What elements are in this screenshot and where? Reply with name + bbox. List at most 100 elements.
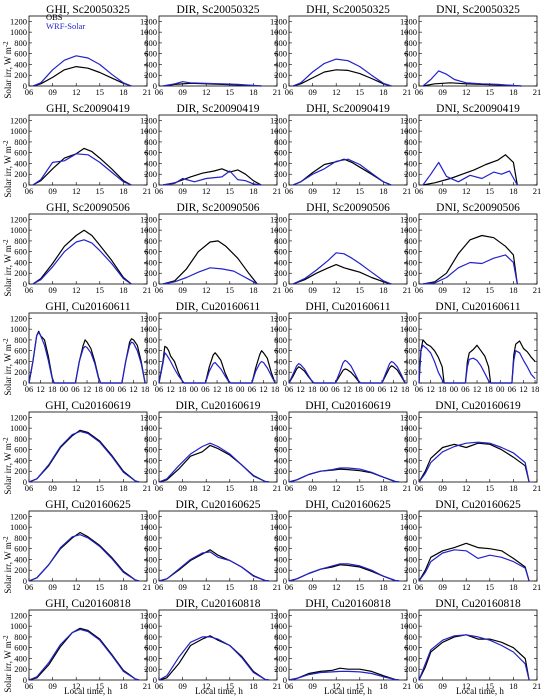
panel-frame	[418, 609, 538, 681]
series-line-wrf-solar	[288, 359, 406, 384]
y-axis-label-row-6: Solar irr, W m-2	[2, 536, 13, 594]
y-tick-label: 600	[404, 346, 417, 356]
y-tick-label: 1000	[400, 27, 417, 37]
x-tick-label: 21	[143, 483, 152, 493]
x-tick-label: 12	[72, 186, 81, 196]
y-tick-label: 0	[413, 378, 417, 388]
series-line-wrf-solar	[162, 81, 262, 87]
panel-frame	[158, 411, 278, 483]
x-tick-label: 09	[308, 87, 317, 97]
y-tick-label: 0	[283, 81, 287, 91]
y-tick-label: 1200	[140, 16, 157, 26]
y-tick-label: 600	[274, 49, 287, 59]
y-tick-label: 400	[14, 257, 27, 267]
y-tick-label: 400	[144, 356, 157, 366]
y-tick-label: 600	[144, 643, 157, 653]
y-tick-label: 1000	[140, 126, 157, 136]
y-tick-label: 1000	[10, 621, 27, 631]
y-tick-label: 1000	[270, 27, 287, 37]
panel-frame	[288, 609, 408, 681]
y-tick-label: 800	[144, 632, 157, 642]
y-tick-label: 800	[14, 533, 27, 543]
x-tick-label: 18	[119, 582, 128, 592]
x-tick-label: 12	[202, 582, 211, 592]
x-tick-label: 18	[119, 681, 128, 691]
y-tick-label: 1000	[400, 621, 417, 631]
series-line-obs	[28, 531, 140, 582]
x-tick-label: 06	[415, 681, 424, 691]
series-line-wrf-solar	[418, 441, 530, 483]
x-tick-label: 06	[155, 186, 164, 196]
y-tick-label: 600	[14, 445, 27, 455]
panel-title: DIR, Cu20160625	[176, 499, 261, 511]
legend-model: WRF-Solar	[46, 21, 85, 31]
y-tick-label: 1000	[10, 225, 27, 235]
y-tick-label: 0	[283, 576, 287, 586]
x-tick-label: 06	[285, 681, 294, 691]
y-tick-label: 800	[14, 38, 27, 48]
x-tick-label: 12	[72, 582, 81, 592]
y-axis-label-row-5: Solar irr, W m-2	[2, 437, 13, 495]
y-tick-label: 0	[153, 81, 157, 91]
x-tick-label: 06	[415, 285, 424, 295]
y-tick-label: 1200	[140, 115, 157, 125]
panel-title: DNI, Cu20160611	[435, 301, 520, 313]
y-tick-label: 0	[283, 675, 287, 685]
y-tick-label: 400	[274, 653, 287, 663]
y-tick-label: 200	[404, 466, 417, 476]
panel-frame	[28, 213, 148, 285]
series-line-wrf-solar	[32, 153, 132, 186]
series-line-obs	[418, 442, 530, 483]
x-tick-label: 12	[202, 87, 211, 97]
y-tick-label: 1200	[10, 610, 27, 620]
x-tick-label: 15	[226, 582, 235, 592]
y-tick-label: 800	[144, 236, 157, 246]
y-tick-label: 600	[144, 544, 157, 554]
y-tick-label: 1000	[10, 324, 27, 334]
x-tick-label: 09	[438, 186, 447, 196]
x-tick-label: 06	[155, 87, 164, 97]
x-tick-label: 15	[356, 186, 365, 196]
panel-title: DIR, Sc20050325	[176, 4, 259, 16]
x-tick-label: 09	[48, 681, 57, 691]
x-tick-label: 21	[403, 483, 412, 493]
x-tick-label: 12	[332, 483, 341, 493]
x-tick-label: 18	[379, 186, 388, 196]
y-tick-label: 0	[283, 180, 287, 190]
x-tick-label: 06	[118, 384, 127, 394]
x-tick-label: 21	[533, 285, 542, 295]
y-tick-label: 200	[14, 268, 27, 278]
y-tick-label: 200	[14, 466, 27, 476]
x-tick-label: 06	[415, 186, 424, 196]
x-tick-label: 18	[509, 582, 518, 592]
x-tick-label: 18	[401, 384, 410, 394]
y-tick-label: 1000	[10, 27, 27, 37]
y-tick-label: 1200	[140, 214, 157, 224]
x-tick-label: 06	[461, 384, 470, 394]
x-tick-label: 21	[273, 681, 282, 691]
x-tick-label: 06	[25, 483, 34, 493]
y-tick-label: 200	[144, 268, 157, 278]
x-tick-label: 00	[450, 384, 459, 394]
x-tick-label: 18	[379, 285, 388, 295]
y-tick-label: 1200	[400, 313, 417, 323]
y-tick-label: 0	[23, 279, 27, 289]
y-tick-label: 200	[144, 565, 157, 575]
y-tick-label: 200	[274, 268, 287, 278]
y-tick-label: 1000	[140, 522, 157, 532]
panel-title: DNI, Cu20160619	[435, 400, 521, 412]
x-tick-label: 09	[308, 681, 317, 691]
y-tick-label: 800	[404, 137, 417, 147]
x-tick-label: 15	[486, 87, 495, 97]
y-tick-label: 0	[23, 675, 27, 685]
x-tick-label: 06	[25, 186, 34, 196]
y-tick-label: 200	[14, 565, 27, 575]
x-tick-label: 12	[259, 384, 268, 394]
y-tick-label: 400	[14, 653, 27, 663]
y-tick-label: 0	[23, 378, 27, 388]
y-tick-label: 1200	[140, 412, 157, 422]
y-tick-label: 1200	[400, 412, 417, 422]
